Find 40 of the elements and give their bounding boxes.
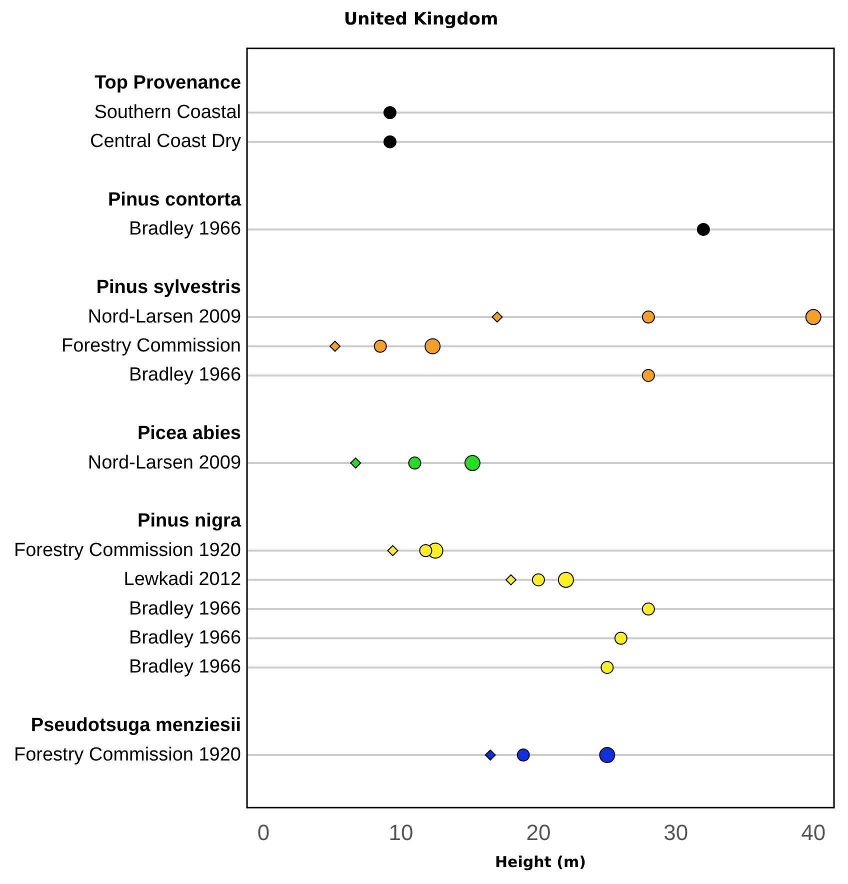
- point: [383, 106, 396, 120]
- point: [532, 573, 545, 586]
- point: [408, 456, 422, 470]
- x-tick-label: 40: [801, 820, 826, 845]
- y-tick-label: Southern Coastal: [94, 102, 242, 123]
- y-tick-label: Bradley 1966: [129, 656, 242, 678]
- y-tick-label: Forestry Commission: [62, 335, 242, 356]
- y-tick-label: Top Provenance: [94, 72, 242, 94]
- point: [350, 458, 362, 469]
- point: [642, 602, 655, 616]
- y-tick-label: Lewkadi 2012: [124, 569, 242, 590]
- y-tick-label: Pseudotsuga menziesii: [30, 715, 242, 736]
- y-tick-label: Bradley 1966: [129, 218, 242, 240]
- y-tick-label: Bradley 1966: [129, 598, 242, 620]
- y-tick-label: Picea abies: [137, 423, 242, 444]
- y-tick-label: Forestry Commission 1920: [14, 540, 242, 561]
- point: [696, 222, 710, 236]
- x-tick-label: 10: [388, 820, 414, 845]
- y-tick-label: Pinus nigra: [138, 510, 242, 532]
- chart-title: United Kingdom: [344, 10, 498, 30]
- point: [419, 544, 432, 558]
- y-tick-label: Bradley 1966: [129, 627, 242, 648]
- point: [599, 747, 616, 764]
- point: [383, 135, 396, 148]
- y-tick-label: Nord-Larsen 2009: [88, 306, 242, 328]
- point: [484, 750, 496, 761]
- y-tick-label: Pinus sylvestris: [96, 277, 242, 298]
- y-tick-label: Bradley 1966: [129, 364, 242, 386]
- x-axis-title: Height (m): [494, 852, 586, 871]
- y-tick-label: Forestry Commission 1920: [14, 744, 242, 766]
- x-tick-label: 20: [526, 820, 551, 845]
- y-tick-label: Central Coast Dry: [90, 131, 242, 152]
- point: [600, 660, 614, 674]
- point: [614, 632, 628, 645]
- y-tick-label: Pinus contorta: [108, 189, 242, 210]
- x-tick-label: 0: [257, 820, 270, 845]
- point: [516, 748, 530, 762]
- x-tick-label: 30: [664, 820, 688, 845]
- point: [464, 455, 480, 472]
- y-tick-label: Nord-Larsen 2009: [88, 452, 242, 474]
